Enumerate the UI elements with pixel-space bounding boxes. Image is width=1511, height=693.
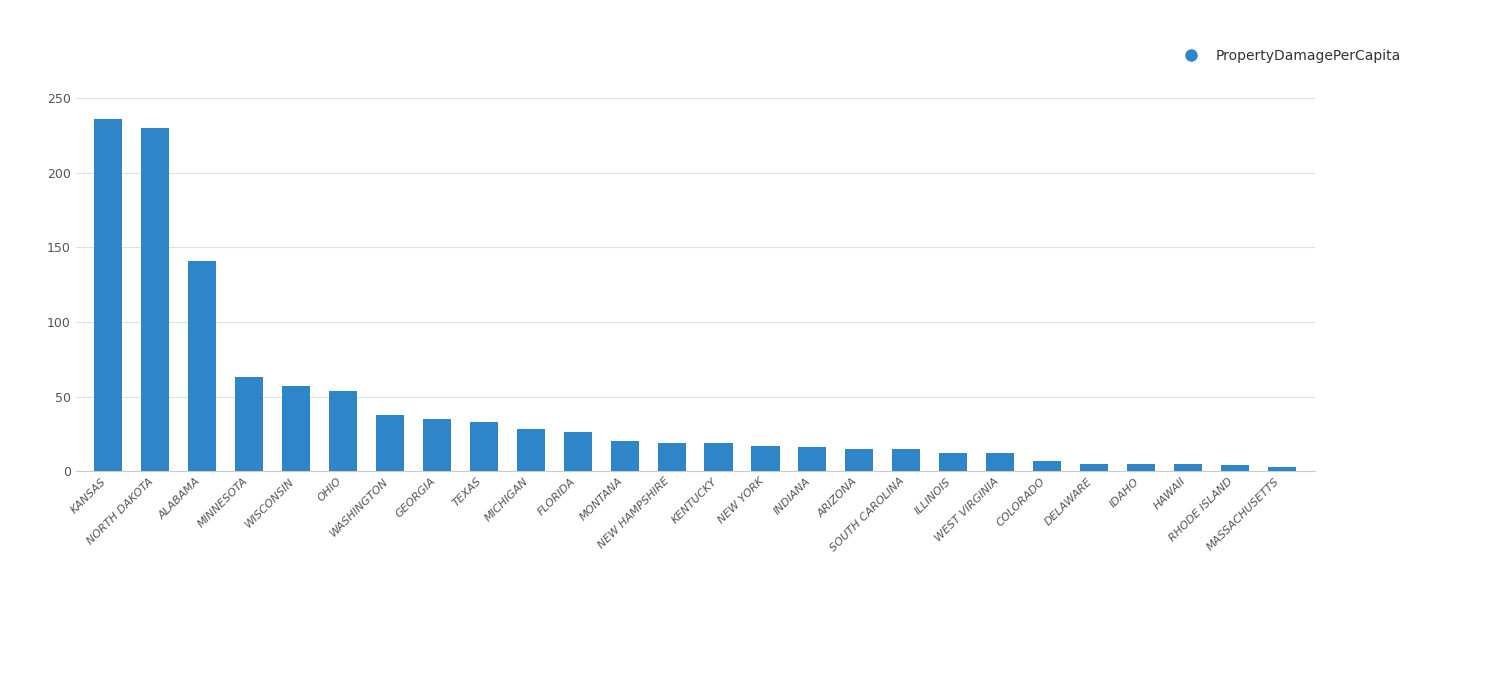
Bar: [1034, 461, 1061, 471]
Bar: [141, 128, 169, 471]
Bar: [845, 449, 873, 471]
Bar: [376, 414, 403, 471]
Bar: [751, 446, 780, 471]
Bar: [470, 422, 499, 471]
Bar: [657, 443, 686, 471]
Bar: [610, 441, 639, 471]
Bar: [236, 377, 263, 471]
Bar: [987, 453, 1014, 471]
Bar: [1174, 464, 1201, 471]
Legend: PropertyDamagePerCapita: PropertyDamagePerCapita: [1171, 44, 1407, 69]
Bar: [329, 391, 357, 471]
Bar: [423, 419, 450, 471]
Bar: [564, 432, 592, 471]
Bar: [1127, 464, 1154, 471]
Bar: [704, 443, 733, 471]
Bar: [798, 448, 827, 471]
Bar: [283, 386, 310, 471]
Bar: [517, 430, 545, 471]
Bar: [189, 261, 216, 471]
Bar: [1221, 465, 1250, 471]
Bar: [891, 449, 920, 471]
Bar: [1268, 467, 1296, 471]
Bar: [94, 119, 122, 471]
Bar: [1080, 464, 1108, 471]
Bar: [940, 453, 967, 471]
